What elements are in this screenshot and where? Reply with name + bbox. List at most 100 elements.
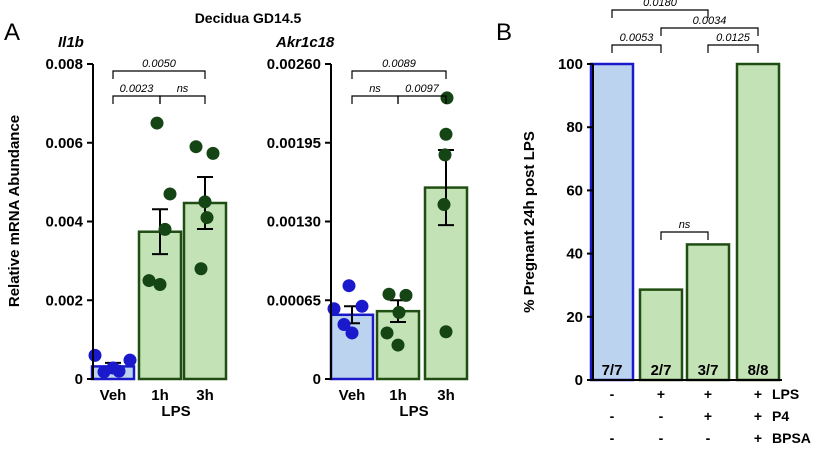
il1b-point-3h-2 bbox=[206, 146, 220, 160]
akr1c18-sig-label-1: 0.0097 bbox=[405, 83, 440, 95]
panel-a-letter: A bbox=[4, 19, 20, 46]
akr1c18-point-3h-1 bbox=[440, 91, 454, 105]
pregnant-y-tick-label-3: 60 bbox=[566, 182, 583, 199]
akr1c18-sig-label-0: ns bbox=[369, 83, 381, 95]
pregnant-y-tick-label-0: 0 bbox=[575, 372, 583, 389]
akr1c18-point-Veh-1 bbox=[342, 279, 356, 293]
treatment-label-P4: P4 bbox=[772, 408, 789, 424]
treatment-BPSA-mark-2: - bbox=[659, 430, 664, 446]
il1b-point-Veh-3 bbox=[123, 353, 137, 367]
akr1c18-y-tick-label-1: 0.00065 bbox=[267, 292, 321, 309]
il1b-y-tick-label-3: 0.006 bbox=[45, 135, 83, 152]
akr1c18-x-label-1h: 1h bbox=[389, 387, 407, 404]
pregnant-bar-1 bbox=[589, 62, 635, 382]
chart-title-akr1c18: Akr1c18 bbox=[275, 34, 335, 51]
pregnant-sig-label-2: ns bbox=[679, 219, 691, 231]
treatment-label-BPSA: BPSA bbox=[772, 430, 811, 446]
il1b-x-label-1h: 1h bbox=[151, 387, 169, 404]
pregnant-sig-bracket-4 bbox=[611, 9, 709, 18]
il1b-point-3h-3 bbox=[198, 195, 212, 209]
il1b-point-1h-1 bbox=[150, 116, 164, 130]
il1b-x-label-Veh: Veh bbox=[100, 387, 127, 404]
il1b-point-3h-4 bbox=[200, 211, 214, 225]
pregnant-sig-bracket-0 bbox=[611, 44, 662, 53]
pregnant-sig-bracket-1 bbox=[707, 44, 759, 53]
il1b-sig-bracket-2 bbox=[112, 70, 206, 79]
il1b-point-Veh-5 bbox=[106, 361, 120, 375]
il1b-point-1h-4 bbox=[142, 274, 156, 288]
treatment-LPS-mark-3: + bbox=[704, 386, 712, 402]
akr1c18-point-3h-4 bbox=[437, 198, 451, 212]
il1b-sig-label-2: 0.0050 bbox=[142, 58, 177, 70]
treatment-LPS-mark-1: - bbox=[610, 386, 615, 402]
il1b-sig-label-1: ns bbox=[177, 83, 189, 95]
il1b-y-tick-label-0: 0 bbox=[75, 371, 83, 388]
il1b-point-1h-5 bbox=[153, 278, 167, 291]
akr1c18-x-label-Veh: Veh bbox=[339, 387, 366, 404]
pregnant-sig-label-3: 0.0034 bbox=[693, 15, 727, 27]
treatment-LPS-mark-2: + bbox=[657, 386, 665, 402]
il1b-point-3h-5 bbox=[194, 262, 208, 276]
akr1c18-y-tick-label-4: 0.00260 bbox=[267, 56, 321, 73]
pregnant-count-label-3: 3/7 bbox=[698, 362, 719, 379]
panel-b-letter: B bbox=[496, 19, 512, 46]
treatment-BPSA-mark-3: - bbox=[706, 430, 711, 446]
il1b-bar-1h bbox=[137, 230, 183, 381]
il1b-point-Veh-2 bbox=[88, 348, 102, 362]
pregnant-bar-4 bbox=[735, 62, 781, 382]
il1b-point-3h-1 bbox=[189, 140, 203, 154]
akr1c18-point-3h-3 bbox=[438, 148, 452, 162]
pregnant-bar-3 bbox=[685, 243, 731, 382]
akr1c18-point-3h-5 bbox=[439, 325, 453, 339]
akr1c18-x-label-3h: 3h bbox=[437, 387, 455, 404]
akr1c18-point-1h-2 bbox=[399, 288, 413, 302]
x-group-label-akr1c18: LPS bbox=[399, 403, 428, 420]
treatment-P4-mark-3: + bbox=[704, 408, 712, 424]
pregnant-y-tick-label-4: 80 bbox=[566, 119, 583, 136]
akr1c18-sig-bracket-0 bbox=[351, 95, 399, 104]
akr1c18-y-tick-label-0: 0 bbox=[313, 371, 321, 388]
pregnant-count-label-1: 7/7 bbox=[602, 362, 623, 379]
treatment-P4-mark-2: - bbox=[659, 408, 664, 424]
il1b-x-label-3h: 3h bbox=[196, 387, 214, 404]
treatment-P4-mark-1: - bbox=[610, 408, 615, 424]
il1b-sig-bracket-0 bbox=[112, 95, 161, 104]
akr1c18-sig-label-2: 0.0089 bbox=[382, 58, 416, 70]
akr1c18-sig-bracket-2 bbox=[351, 70, 447, 79]
y-axis-label-a: Relative mRNA Abundance bbox=[6, 115, 23, 307]
il1b-sig-bracket-1 bbox=[159, 95, 206, 104]
pregnant-y-tick-label-5: 100 bbox=[558, 56, 583, 73]
akr1c18-point-Veh-3 bbox=[327, 302, 341, 316]
chart-title-il1b: Il1b bbox=[58, 34, 84, 51]
akr1c18-bar-Veh bbox=[329, 313, 375, 381]
il1b-point-1h-3 bbox=[158, 222, 172, 236]
akr1c18-point-1h-1 bbox=[382, 287, 396, 301]
akr1c18-point-1h-4 bbox=[380, 326, 394, 340]
pregnant-sig-bracket-3 bbox=[660, 27, 759, 36]
pregnant-count-label-4: 8/8 bbox=[748, 362, 769, 379]
pregnant-count-label-2: 2/7 bbox=[651, 362, 672, 379]
akr1c18-point-3h-2 bbox=[439, 127, 453, 141]
akr1c18-point-Veh-5 bbox=[345, 326, 359, 340]
akr1c18-y-tick-label-2: 0.00130 bbox=[267, 214, 321, 231]
pregnant-y-tick-label-1: 20 bbox=[566, 309, 583, 326]
pregnant-sig-label-0: 0.0053 bbox=[620, 32, 655, 44]
treatment-label-LPS: LPS bbox=[772, 386, 799, 402]
x-group-label-il1b: LPS bbox=[161, 403, 190, 420]
y-axis-label-b: % Pregnant 24h post LPS bbox=[521, 131, 538, 313]
treatment-BPSA-mark-4: + bbox=[754, 430, 762, 446]
pregnant-sig-label-4: 0.0180 bbox=[643, 0, 678, 9]
pregnant-y-tick-label-2: 40 bbox=[566, 246, 583, 263]
akr1c18-point-Veh-2 bbox=[355, 299, 369, 313]
il1b-y-tick-label-1: 0.002 bbox=[45, 292, 83, 309]
akr1c18-point-1h-3 bbox=[392, 305, 406, 319]
treatment-P4-mark-4: + bbox=[754, 408, 762, 424]
super-title: Decidua GD14.5 bbox=[195, 10, 302, 26]
treatment-BPSA-mark-1: - bbox=[610, 430, 615, 446]
akr1c18-y-tick-label-3: 0.00195 bbox=[267, 135, 321, 152]
akr1c18-point-Veh-4 bbox=[337, 317, 351, 331]
il1b-point-1h-2 bbox=[163, 187, 177, 201]
pregnant-sig-bracket-2 bbox=[660, 231, 709, 240]
pregnant-sig-label-1: 0.0125 bbox=[716, 32, 751, 44]
